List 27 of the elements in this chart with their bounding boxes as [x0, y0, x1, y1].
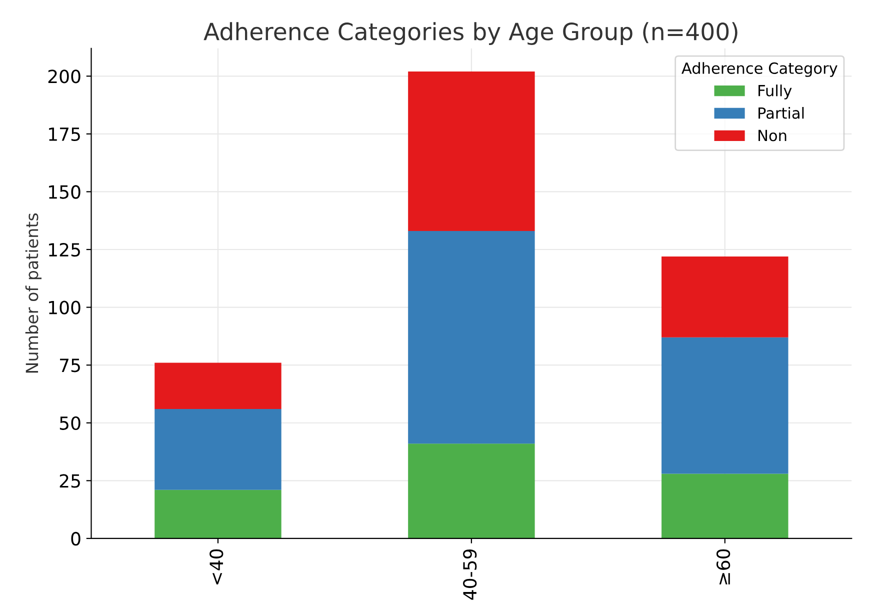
bar — [154, 409, 282, 490]
y-tick-label: 175 — [49, 128, 80, 142]
bar — [408, 444, 535, 538]
bar — [408, 72, 535, 232]
legend-label: Partial — [758, 107, 804, 119]
bar — [662, 256, 788, 338]
bar — [662, 337, 788, 474]
legend-label: Non — [758, 130, 786, 142]
y-tick-label: 50 — [60, 416, 80, 430]
chart-title: Adherence Categories by Age Group (n=400) — [204, 22, 738, 45]
y-tick-label: 125 — [49, 242, 80, 257]
y-tick-label: 100 — [49, 300, 80, 314]
bar — [154, 362, 282, 410]
legend-title: Adherence Category — [682, 62, 838, 77]
y-tick-label: 200 — [48, 70, 80, 84]
bar — [408, 231, 535, 444]
x-tick-label: ≥60 — [716, 549, 730, 584]
bar — [154, 490, 282, 538]
y-tick-label: 150 — [49, 185, 80, 199]
y-axis-title: Number of patients — [25, 213, 42, 373]
y-tick-label: 75 — [60, 358, 80, 372]
legend-label: Fully — [758, 84, 792, 100]
x-tick-label: 40-59 — [463, 549, 477, 600]
y-tick-label: 0 — [71, 532, 80, 546]
bar — [662, 474, 788, 538]
x-tick-label: <40 — [210, 549, 224, 584]
y-tick-label: 25 — [60, 474, 80, 488]
